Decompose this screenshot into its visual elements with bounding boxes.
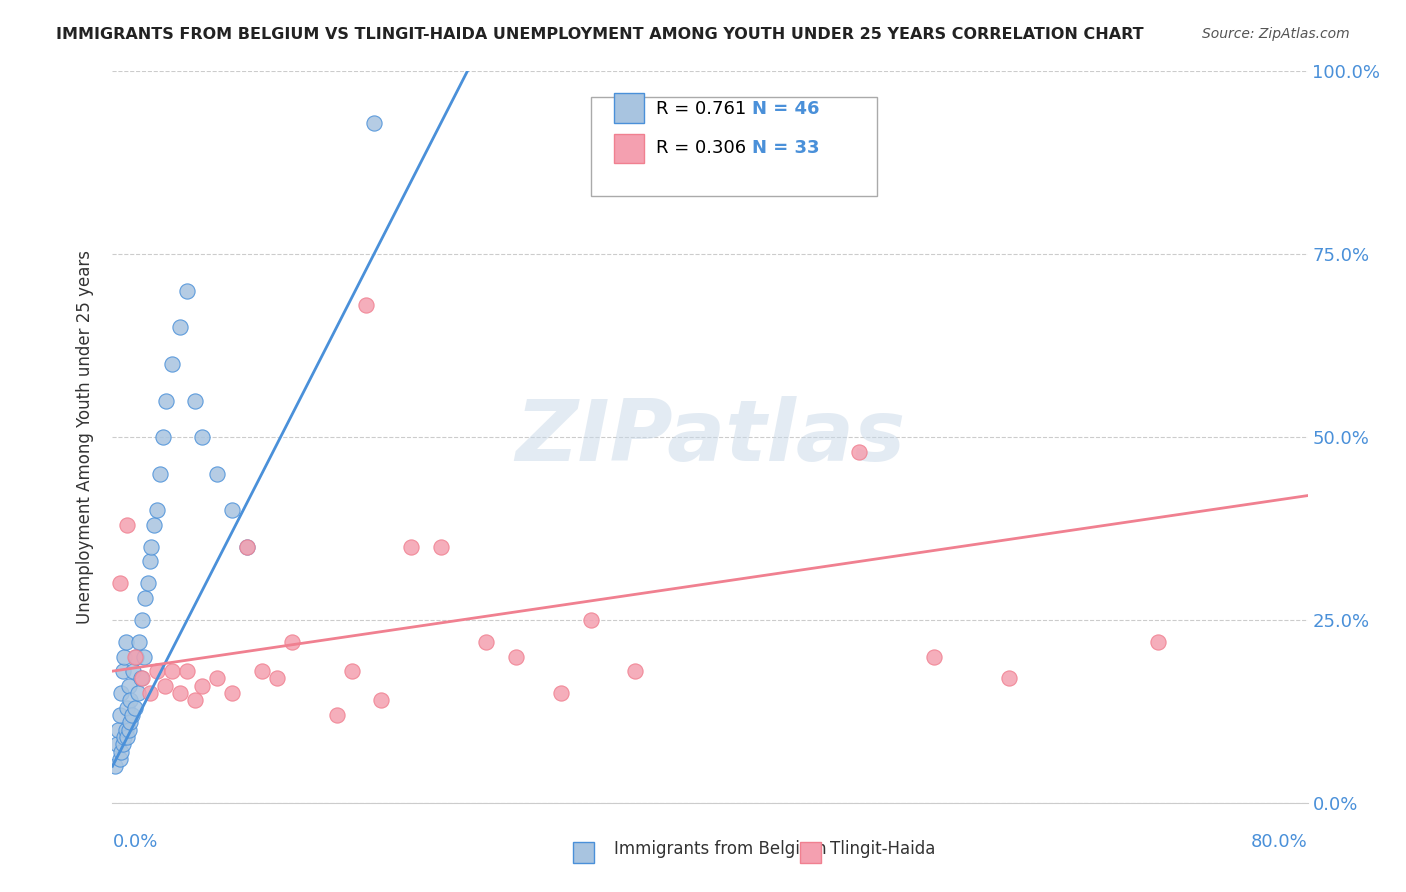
- Point: [155, 393, 177, 408]
- Point: [183, 693, 205, 707]
- Point: [922, 649, 945, 664]
- Point: [129, 672, 152, 686]
- Point: [124, 649, 146, 664]
- Text: R = 0.306: R = 0.306: [657, 139, 747, 157]
- Point: [505, 649, 527, 664]
- Point: [110, 686, 132, 700]
- Point: [146, 503, 169, 517]
- Text: 0.0%: 0.0%: [112, 833, 157, 851]
- Point: [152, 430, 174, 444]
- Point: [266, 672, 288, 686]
- Point: [169, 686, 191, 700]
- Point: [624, 664, 647, 678]
- Point: [430, 540, 453, 554]
- Text: N = 46: N = 46: [752, 101, 820, 119]
- Point: [128, 635, 150, 649]
- Point: [122, 664, 145, 678]
- Y-axis label: Unemployment Among Youth under 25 years: Unemployment Among Youth under 25 years: [76, 250, 94, 624]
- Text: N = 33: N = 33: [752, 139, 820, 157]
- Point: [205, 672, 228, 686]
- Point: [132, 649, 155, 664]
- Point: [117, 517, 139, 532]
- Point: [998, 672, 1021, 686]
- Point: [183, 393, 205, 408]
- Point: [191, 430, 214, 444]
- FancyBboxPatch shape: [614, 134, 644, 163]
- Point: [120, 693, 142, 707]
- Point: [176, 664, 198, 678]
- Point: [118, 679, 141, 693]
- Point: [143, 517, 166, 532]
- Text: 80.0%: 80.0%: [1251, 833, 1308, 851]
- Point: [108, 752, 131, 766]
- Point: [141, 540, 163, 554]
- Point: [363, 115, 385, 129]
- Point: [176, 284, 198, 298]
- Point: [153, 679, 176, 693]
- Point: [114, 730, 135, 744]
- Point: [139, 554, 162, 568]
- Point: [115, 635, 138, 649]
- Text: R = 0.761: R = 0.761: [657, 101, 747, 119]
- Point: [108, 576, 131, 591]
- Point: [162, 357, 183, 371]
- Text: ZIPatlas: ZIPatlas: [515, 395, 905, 479]
- Point: [125, 649, 148, 664]
- Point: [131, 613, 153, 627]
- FancyBboxPatch shape: [572, 842, 595, 863]
- Point: [111, 664, 134, 678]
- Point: [146, 664, 169, 678]
- Point: [281, 635, 304, 649]
- Point: [127, 686, 149, 700]
- Point: [149, 467, 172, 481]
- Point: [110, 745, 132, 759]
- Point: [550, 686, 572, 700]
- Point: [325, 708, 347, 723]
- Point: [191, 679, 214, 693]
- Point: [236, 540, 259, 554]
- Text: Tlingit-Haida: Tlingit-Haida: [830, 840, 935, 858]
- Text: Immigrants from Belgium: Immigrants from Belgium: [614, 840, 827, 858]
- FancyBboxPatch shape: [591, 97, 877, 195]
- Point: [118, 723, 141, 737]
- Text: Source: ZipAtlas.com: Source: ZipAtlas.com: [1202, 27, 1350, 41]
- Point: [1147, 635, 1170, 649]
- Point: [104, 759, 127, 773]
- Point: [105, 737, 128, 751]
- Point: [169, 320, 191, 334]
- Point: [139, 686, 162, 700]
- Point: [115, 723, 138, 737]
- Point: [121, 708, 143, 723]
- Point: [579, 613, 602, 627]
- Point: [340, 664, 363, 678]
- Point: [848, 444, 870, 458]
- Point: [221, 686, 243, 700]
- Point: [401, 540, 423, 554]
- Point: [162, 664, 183, 678]
- Point: [107, 723, 129, 737]
- FancyBboxPatch shape: [800, 842, 821, 863]
- Point: [108, 708, 131, 723]
- Point: [134, 591, 156, 605]
- Text: IMMIGRANTS FROM BELGIUM VS TLINGIT-HAIDA UNEMPLOYMENT AMONG YOUTH UNDER 25 YEARS: IMMIGRANTS FROM BELGIUM VS TLINGIT-HAIDA…: [56, 27, 1144, 42]
- Point: [205, 467, 228, 481]
- Point: [124, 700, 146, 714]
- Point: [236, 540, 259, 554]
- FancyBboxPatch shape: [614, 94, 644, 122]
- Point: [475, 635, 498, 649]
- Point: [131, 672, 153, 686]
- Point: [138, 576, 160, 591]
- Point: [117, 700, 139, 714]
- Point: [114, 649, 135, 664]
- Point: [370, 693, 392, 707]
- Point: [117, 730, 139, 744]
- Point: [356, 298, 378, 312]
- Point: [221, 503, 243, 517]
- Point: [111, 737, 134, 751]
- Point: [120, 715, 142, 730]
- Point: [250, 664, 273, 678]
